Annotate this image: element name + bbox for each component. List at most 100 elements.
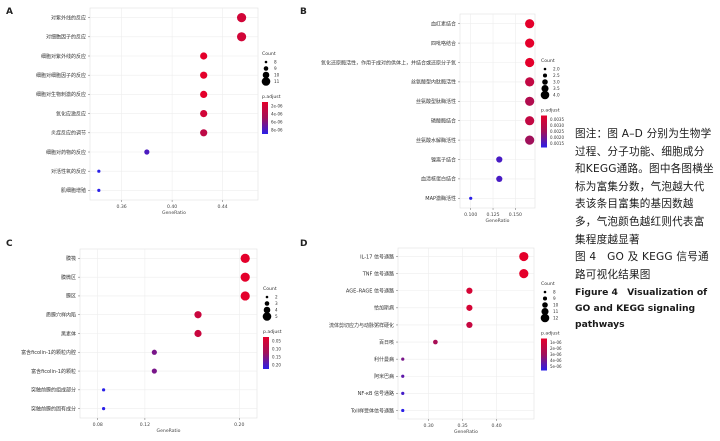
data-point (401, 408, 405, 413)
data-point (469, 196, 473, 200)
legend-colorbar (541, 115, 547, 148)
data-point (401, 357, 405, 361)
legend-color-label: 1e-06 (550, 340, 562, 345)
panel-c: C 0.08 0.12 0.20 GeneRatio 膜筏膜微区膜区质膜穴样内陷黑素体富含… (6, 239, 282, 434)
legend-color-label: 5e-06 (550, 364, 562, 369)
legend-count-label: 11 (274, 79, 280, 84)
data-point (102, 388, 106, 392)
data-point (496, 175, 503, 182)
data-point (194, 311, 202, 319)
data-point (144, 149, 150, 155)
category-label: 细胞对药物的反应 (46, 149, 86, 156)
legend-colorbar (262, 102, 268, 134)
category-label: 利什曼病 (374, 356, 394, 363)
data-point (200, 90, 208, 98)
legend-color-label: 4e-06 (271, 112, 283, 117)
legend-color-label: 3e-06 (550, 352, 562, 357)
legend-count-dot (263, 306, 271, 314)
category-label: 百日咳 (379, 339, 394, 346)
plot-area (89, 7, 259, 201)
legend-count-dot (264, 60, 268, 64)
category-label: AGE–RAGE 信号通路 (346, 288, 394, 295)
category-label: 磷酸酶结合 (431, 118, 456, 125)
data-point (200, 110, 208, 118)
data-point (194, 329, 202, 338)
category-label: 膜微区 (61, 274, 76, 281)
data-point (433, 339, 438, 345)
legend-colorbar (541, 338, 547, 371)
category-label: IL-17 信号通路 (360, 253, 394, 260)
category-label: 细胞对紫外线的反应 (41, 53, 86, 60)
x-axis-title: GeneRatio (454, 429, 478, 435)
data-point (525, 96, 535, 106)
category-label: 对活性氧的反应 (51, 168, 86, 175)
category-label: 细胞对细胞因子的反应 (36, 72, 86, 79)
data-point (102, 407, 106, 411)
legend-color-title: p.adjust (541, 331, 560, 337)
category-label: MAP激酶活性 (425, 195, 456, 202)
x-axis-title: GeneRatio (486, 218, 510, 224)
data-point (525, 77, 535, 87)
legend-count-title: Count (263, 286, 277, 292)
legend-count-dot (261, 77, 271, 86)
category-label: NF-κB 信号通路 (358, 390, 394, 397)
category-label: 膜区 (66, 293, 76, 300)
data-point (240, 272, 250, 282)
legend-count-title: Count (262, 51, 276, 57)
legend-color-label: 0.0020 (550, 135, 564, 140)
data-point (151, 368, 157, 374)
category-label: 阿米巴病 (374, 373, 394, 380)
legend-color-label: 0.0035 (550, 117, 564, 122)
data-point (200, 129, 208, 137)
category-label: 丝氨酸水解酶活性 (416, 137, 456, 144)
x-tick-label: 0.08 (93, 422, 103, 428)
legend-colorbar (263, 337, 269, 369)
category-label: 氧化还原酶活性，作用于成对的供体上，并结合或还原分子氧 (321, 59, 456, 66)
legend-count-label: 9 (274, 66, 277, 71)
data-point (200, 52, 208, 60)
panel-letter: B (300, 7, 307, 17)
data-point (525, 116, 535, 126)
data-point (401, 391, 405, 395)
legend-color-label: 2e-06 (271, 104, 283, 109)
category-label: 富含ficolin-1的颗粒内腔 (21, 349, 76, 356)
category-label: 丝氨酸型内肽酶活性 (411, 79, 456, 86)
category-label: TNF 信号通路 (362, 270, 394, 277)
legend-color-label: 0.0030 (550, 123, 564, 128)
legend-count-dot (263, 66, 269, 71)
x-tick-label: 0.40 (491, 423, 501, 429)
category-label: 突触前膜的固有成分 (31, 405, 76, 412)
legend-count-title: Count (541, 281, 555, 287)
plot-area (459, 13, 536, 209)
x-tick-label: 0.20 (234, 422, 244, 428)
legend-count-label: 8 (274, 60, 277, 65)
category-label: 富含ficolin-1的颗粒 (31, 368, 76, 375)
category-label: 血红素结合 (431, 21, 456, 28)
legend-color-label: 8e-06 (271, 128, 283, 133)
legend-color-title: p.adjust (262, 94, 281, 100)
category-label: 镍离子结合 (431, 156, 456, 163)
legend-count-dot (542, 79, 548, 85)
panel-letter: C (6, 239, 13, 249)
data-point (525, 19, 535, 29)
plot-area (397, 247, 535, 420)
legend-count-dot (542, 302, 548, 308)
data-point (525, 135, 535, 145)
category-label: 氧化应激反应 (56, 110, 86, 117)
category-label: 对紫外线的反应 (51, 14, 86, 21)
category-label: 对细胞因子的反应 (46, 34, 86, 41)
data-point (466, 321, 473, 329)
legend-count-label: 10 (274, 73, 280, 78)
legend-count-dot (541, 84, 549, 93)
legend-count-label: 3.0 (553, 80, 560, 85)
legend-color-label: 0.15 (272, 355, 281, 360)
legend-count-dot (540, 313, 550, 323)
category-label: 丝氨酸型肽酶活性 (416, 98, 456, 105)
x-tick-label: 0.30 (423, 423, 433, 429)
legend-count-dot (541, 307, 549, 316)
data-point (236, 32, 247, 42)
category-label: 恰加斯病 (374, 305, 394, 312)
legend-count-label: 5 (275, 314, 278, 319)
legend-count-dot (265, 295, 269, 299)
